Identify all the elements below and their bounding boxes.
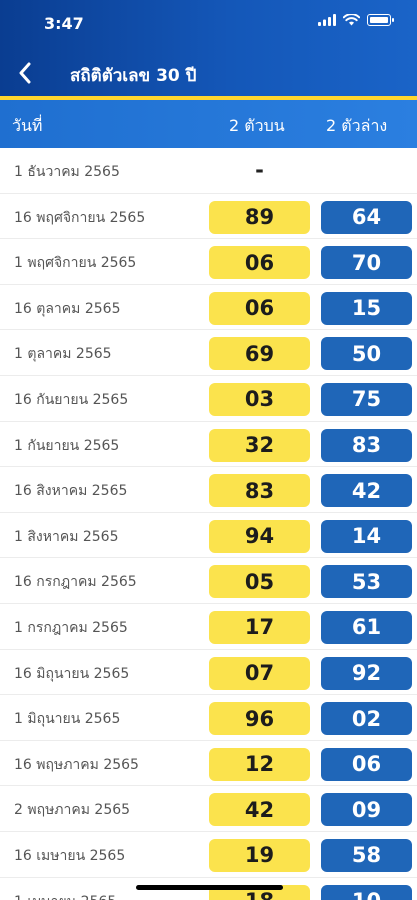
bottom-two-digits: 06 xyxy=(321,747,412,781)
table-row: 16 เมษายน 2565 19 58 xyxy=(0,832,417,878)
row-date: 2 พฤษภาคม 2565 xyxy=(14,802,131,819)
top-two-digits: 96 xyxy=(209,702,310,736)
row-date: 1 พฤศจิกายน 2565 xyxy=(14,255,137,272)
top-two-digits: 03 xyxy=(209,382,310,416)
table-row: 1 กรกฎาคม 2565 17 61 xyxy=(0,604,417,650)
status-time: 3:47 xyxy=(44,14,84,33)
page-title: สถิติตัวเลข 30 ปี xyxy=(70,66,197,86)
column-header-bottom: 2 ตัวล่าง xyxy=(326,116,388,135)
row-date: 16 สิงหาคม 2565 xyxy=(14,483,128,500)
header-accent-line xyxy=(0,96,417,100)
bottom-two-digits: 75 xyxy=(321,382,412,416)
row-date: 16 พฤศจิกายน 2565 xyxy=(14,209,146,226)
row-date: 1 กรกฎาคม 2565 xyxy=(14,619,128,636)
bottom-two-digits: 83 xyxy=(321,428,412,462)
top-two-digits: 06 xyxy=(209,246,310,280)
table-row: 16 พฤศจิกายน 2565 89 64 xyxy=(0,194,417,240)
table-row: 1 ธันวาคม 2565 - xyxy=(0,148,417,194)
table-row: 1 กันยายน 2565 32 83 xyxy=(0,422,417,468)
row-date: 1 มิถุนายน 2565 xyxy=(14,711,121,728)
table-row: 1 พฤศจิกายน 2565 06 70 xyxy=(0,239,417,285)
app-header: 3:47 สถิติตัวเลข 30 ปี xyxy=(0,0,417,98)
row-date: 16 พฤษภาคม 2565 xyxy=(14,756,139,773)
table-row: 16 พฤษภาคม 2565 12 06 xyxy=(0,741,417,787)
top-two-digits: 05 xyxy=(209,565,310,599)
table-row: 16 กรกฎาคม 2565 05 53 xyxy=(0,558,417,604)
table-row: 16 สิงหาคม 2565 83 42 xyxy=(0,467,417,513)
bottom-two-digits: 14 xyxy=(321,519,412,553)
back-button[interactable] xyxy=(10,58,40,88)
row-date: 16 มิถุนายน 2565 xyxy=(14,665,130,682)
battery-icon xyxy=(367,14,394,26)
signal-icon xyxy=(318,14,336,26)
bottom-two-digits: 64 xyxy=(321,200,412,234)
top-two-digits: 94 xyxy=(209,519,310,553)
status-bar: 3:47 xyxy=(0,0,417,44)
top-two-digits: 17 xyxy=(209,610,310,644)
table-header: วันที่ 2 ตัวบน 2 ตัวล่าง xyxy=(0,100,417,148)
top-two-digits: 42 xyxy=(209,793,310,827)
bottom-two-digits: 42 xyxy=(321,474,412,508)
row-date: 1 ตุลาคม 2565 xyxy=(14,346,112,363)
top-two-digits: 12 xyxy=(209,747,310,781)
chevron-left-icon xyxy=(19,62,31,84)
row-date: 16 เมษายน 2565 xyxy=(14,847,126,864)
top-two-digits: 06 xyxy=(209,291,310,325)
wifi-icon xyxy=(343,14,360,26)
bottom-two-digits: 92 xyxy=(321,656,412,690)
table-row: 1 สิงหาคม 2565 94 14 xyxy=(0,513,417,559)
top-two-digits: 32 xyxy=(209,428,310,462)
table-row: 2 พฤษภาคม 2565 42 09 xyxy=(0,786,417,832)
table-row: 16 ตุลาคม 2565 06 15 xyxy=(0,285,417,331)
top-two-digits: 19 xyxy=(209,838,310,872)
bottom-two-digits: 61 xyxy=(321,610,412,644)
table-row: 1 ตุลาคม 2565 69 50 xyxy=(0,330,417,376)
top-two-digits: 69 xyxy=(209,337,310,371)
column-header-top: 2 ตัวบน xyxy=(229,116,285,135)
bottom-two-digits: 09 xyxy=(321,793,412,827)
row-date: 1 ธันวาคม 2565 xyxy=(14,164,120,180)
top-two-digits: 89 xyxy=(209,200,310,234)
row-date: 1 เมษายน 2565 xyxy=(14,891,116,900)
row-date: 16 ตุลาคม 2565 xyxy=(14,300,121,317)
bottom-two-digits: 10 xyxy=(321,884,412,900)
top-two-digits: 07 xyxy=(209,656,310,690)
table-row: 16 กันยายน 2565 03 75 xyxy=(0,376,417,422)
nav-bar: สถิติตัวเลข 30 ปี xyxy=(0,52,417,96)
row-date: 16 กันยายน 2565 xyxy=(14,391,129,408)
row-top-empty: - xyxy=(255,158,264,182)
bottom-two-digits: 50 xyxy=(321,337,412,371)
row-date: 16 กรกฎาคม 2565 xyxy=(14,574,137,591)
bottom-two-digits: 53 xyxy=(321,565,412,599)
top-two-digits: 83 xyxy=(209,474,310,508)
table-row: 1 มิถุนายน 2565 96 02 xyxy=(0,695,417,741)
row-date: 1 สิงหาคม 2565 xyxy=(14,528,119,545)
home-indicator[interactable] xyxy=(136,885,283,890)
bottom-two-digits: 15 xyxy=(321,291,412,325)
row-date: 1 กันยายน 2565 xyxy=(14,437,120,454)
bottom-two-digits: 02 xyxy=(321,702,412,736)
status-icons xyxy=(318,14,394,26)
column-header-date: วันที่ xyxy=(12,116,43,135)
table-row: 16 มิถุนายน 2565 07 92 xyxy=(0,650,417,696)
bottom-two-digits: 58 xyxy=(321,838,412,872)
bottom-two-digits: 70 xyxy=(321,246,412,280)
results-list[interactable]: 1 ธันวาคม 2565 - 16 พฤศจิกายน 2565 89 64… xyxy=(0,148,417,900)
